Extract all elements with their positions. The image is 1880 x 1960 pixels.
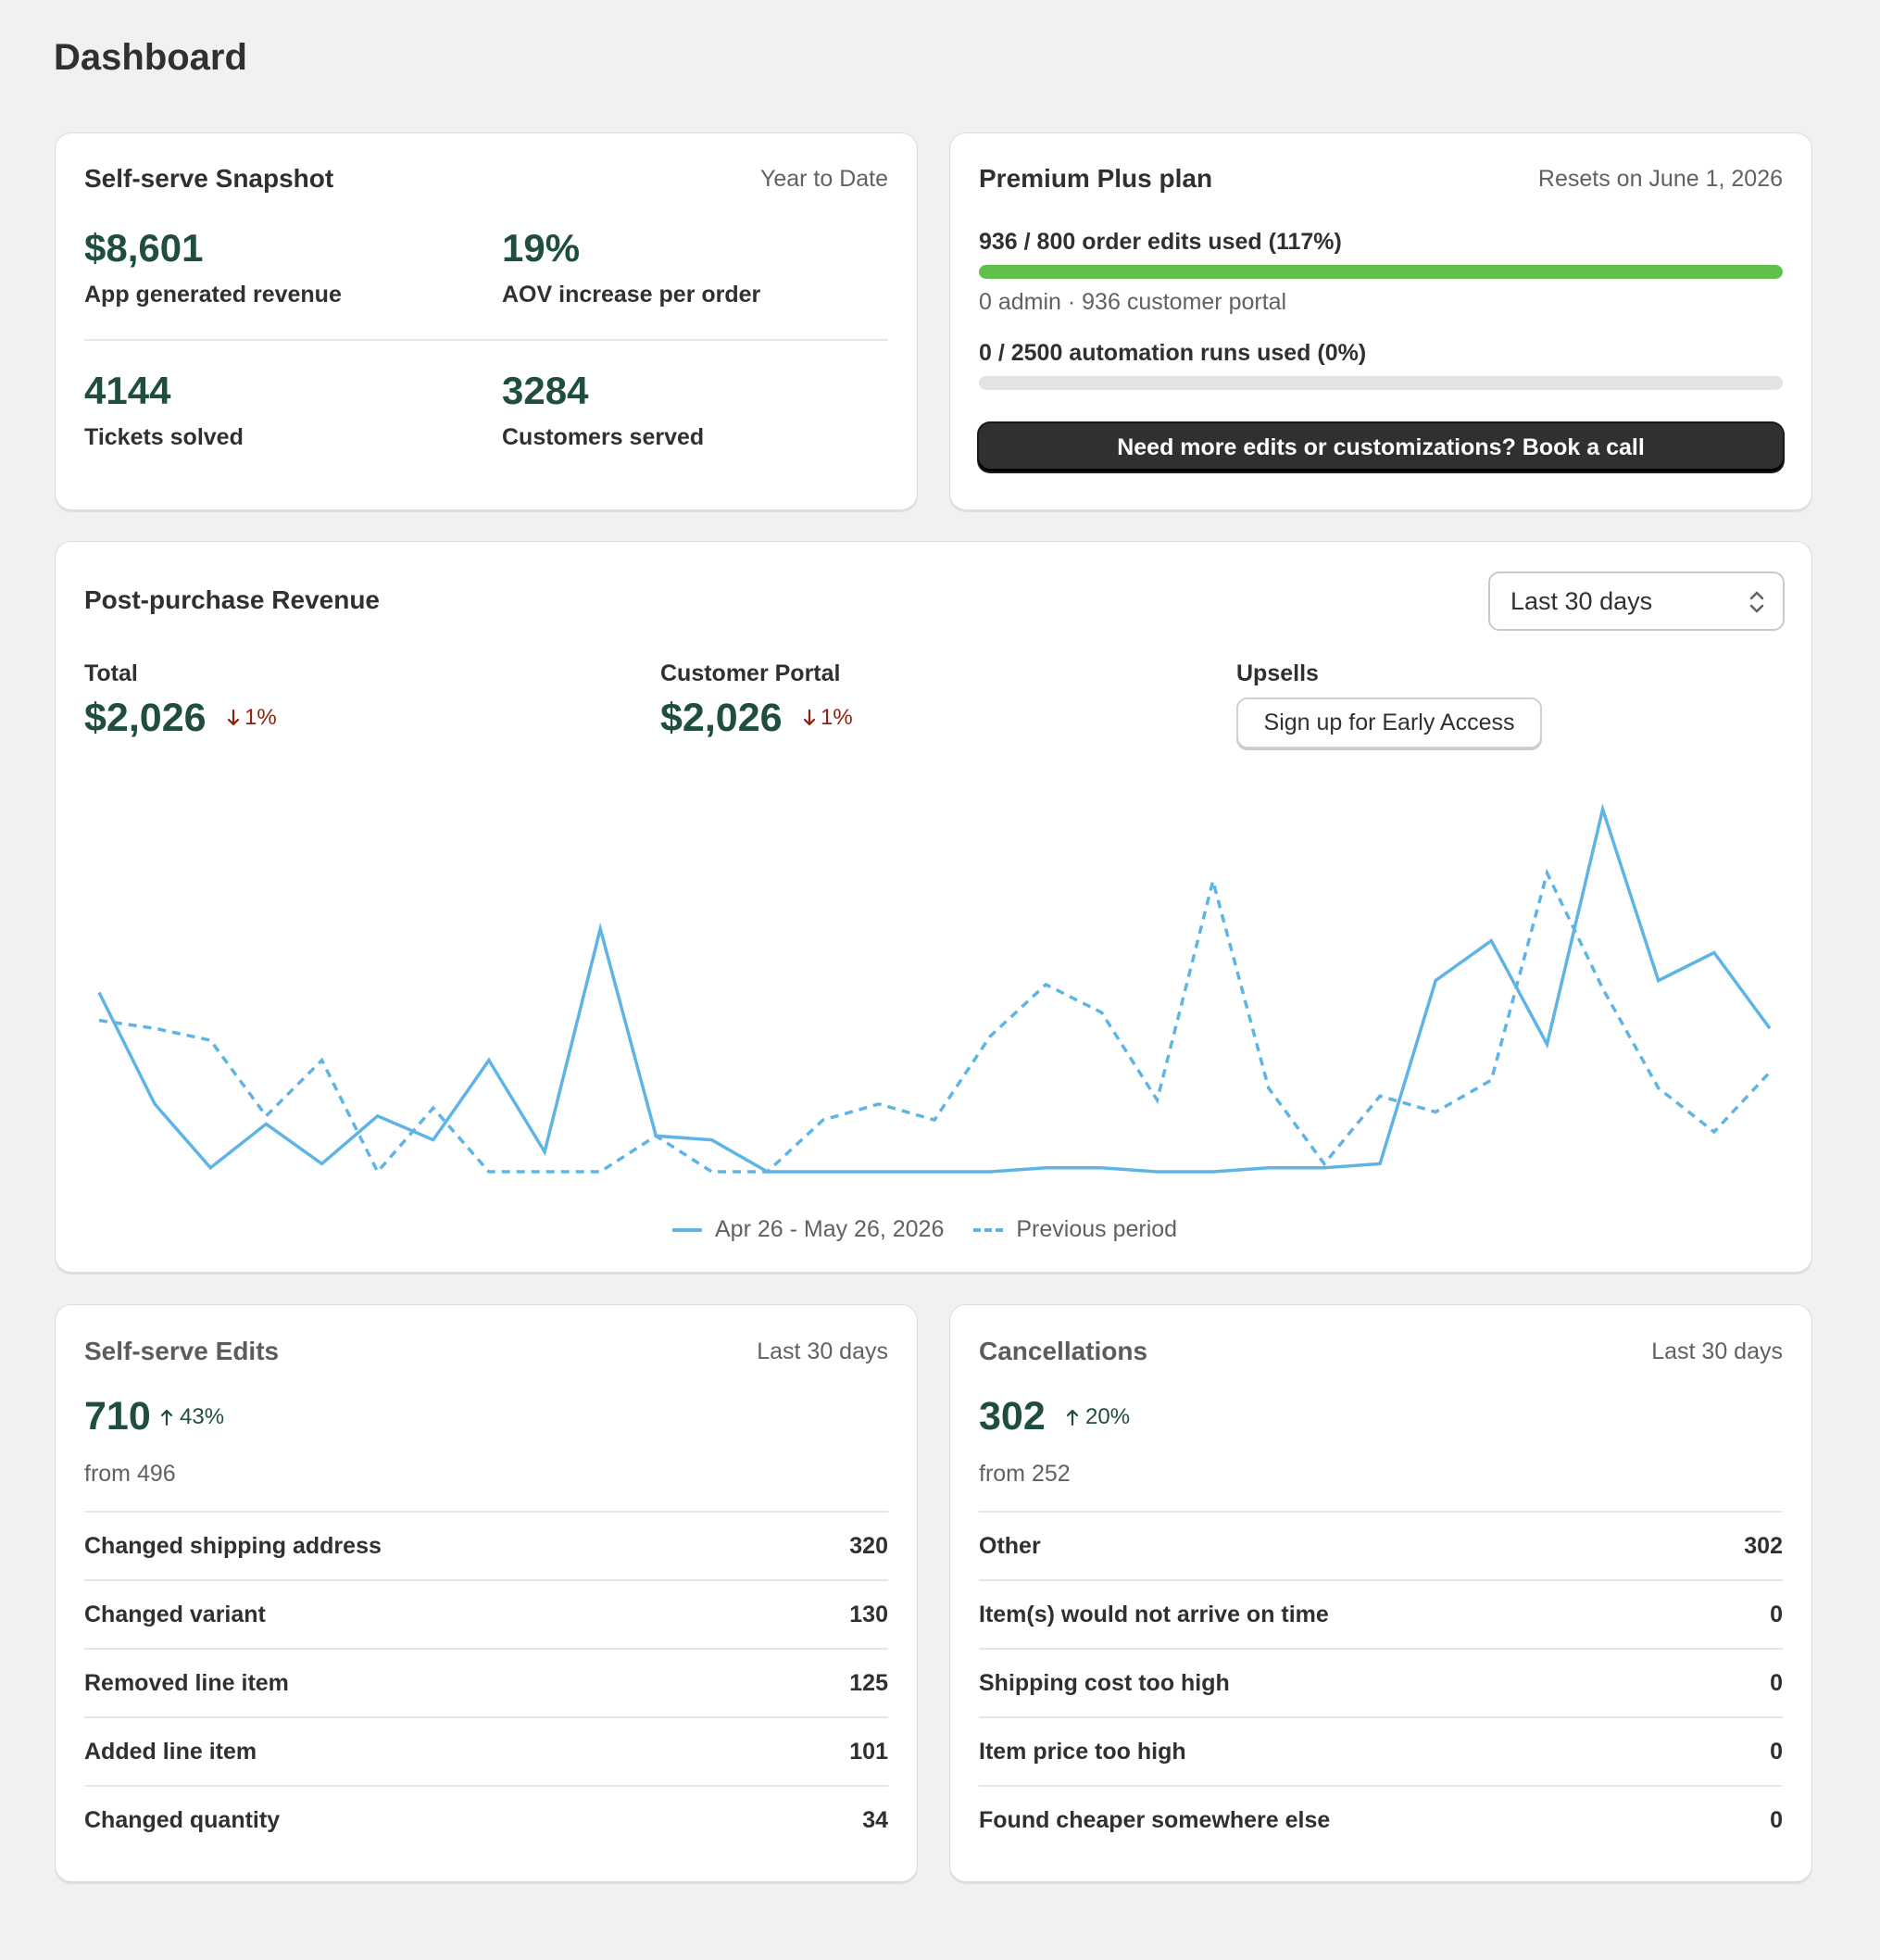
portal-value: $2,026 xyxy=(660,696,783,740)
early-access-button[interactable]: Sign up for Early Access xyxy=(1236,697,1542,748)
edits-delta-value: 43% xyxy=(180,1404,225,1429)
cancellations-delta-value: 20% xyxy=(1085,1404,1131,1429)
date-range-select[interactable]: Last 30 days xyxy=(1488,572,1785,631)
chevron-up-down-icon xyxy=(1749,591,1764,613)
total-delta: 1% xyxy=(226,705,277,731)
portal-label: Customer Portal xyxy=(660,660,841,686)
edits-period: Last 30 days xyxy=(757,1338,888,1364)
cancellations-row-label: Shipping cost too high xyxy=(979,1669,1230,1696)
portal-delta: 1% xyxy=(802,705,853,731)
divider xyxy=(84,339,888,341)
cancellations-row-value: 302 xyxy=(1744,1532,1783,1559)
total-delta-value: 1% xyxy=(244,705,277,730)
edits-row: Changed shipping address 320 xyxy=(84,1511,888,1579)
edits-row: Changed variant 130 xyxy=(84,1579,888,1648)
portal-delta-value: 1% xyxy=(821,705,853,730)
current-period-line xyxy=(97,803,1772,1174)
total-value: $2,026 xyxy=(84,696,207,740)
arrow-down-icon xyxy=(227,709,240,726)
edits-row-label: Changed quantity xyxy=(84,1806,281,1833)
edits-row: Changed quantity 34 xyxy=(84,1785,888,1853)
aov-increase-value: 19% xyxy=(502,226,581,270)
edits-row-value: 125 xyxy=(849,1669,888,1696)
app-revenue-value: $8,601 xyxy=(84,226,204,270)
arrow-down-icon xyxy=(803,709,816,726)
legend-dashed-swatch xyxy=(973,1227,1004,1232)
customers-served-label: Customers served xyxy=(502,424,705,450)
plan-card: Premium Plus plan Resets on June 1, 2026… xyxy=(949,132,1812,510)
snapshot-title: Self-serve Snapshot xyxy=(84,164,334,193)
automation-runs-usage: 0 / 2500 automation runs used (0%) xyxy=(979,340,1367,366)
upsells-label: Upsells xyxy=(1236,660,1319,686)
cancellations-row: Found cheaper somewhere else 0 xyxy=(979,1785,1783,1853)
order-edits-progress-fill xyxy=(979,265,1783,279)
customers-served-value: 3284 xyxy=(502,369,589,412)
automation-runs-progress-bar xyxy=(979,376,1783,390)
cancellations-from: from 252 xyxy=(979,1461,1071,1487)
tickets-solved-value: 4144 xyxy=(84,369,171,412)
edits-row-label: Changed variant xyxy=(84,1601,266,1627)
total-label: Total xyxy=(84,660,138,686)
legend-solid-swatch xyxy=(672,1227,702,1232)
previous-period-line xyxy=(98,868,1772,1175)
cancellations-row-value: 0 xyxy=(1770,1738,1783,1765)
book-call-button[interactable]: Need more edits or customizations? Book … xyxy=(979,423,1783,471)
edits-from: from 496 xyxy=(84,1461,176,1487)
cancellations-row: Item price too high 0 xyxy=(979,1716,1783,1785)
cancellations-row-value: 0 xyxy=(1770,1669,1783,1696)
cancellations-row: Item(s) would not arrive on time 0 xyxy=(979,1579,1783,1648)
snapshot-card: Self-serve Snapshot Year to Date $8,601 … xyxy=(55,132,918,510)
cancellations-row: Other 302 xyxy=(979,1511,1783,1579)
cancellations-row-value: 0 xyxy=(1770,1601,1783,1627)
aov-increase-label: AOV increase per order xyxy=(502,282,761,308)
cancellations-row-value: 0 xyxy=(1770,1806,1783,1833)
edits-row-value: 34 xyxy=(862,1806,888,1833)
edits-card: Self-serve Edits Last 30 days 710 43% fr… xyxy=(55,1304,918,1882)
edits-row: Added line item 101 xyxy=(84,1716,888,1785)
edits-delta: 43% xyxy=(159,1404,224,1430)
edits-row-value: 320 xyxy=(849,1532,888,1559)
cancellations-total-value: 302 xyxy=(979,1394,1046,1439)
cancellations-period: Last 30 days xyxy=(1651,1338,1783,1364)
tickets-solved-label: Tickets solved xyxy=(84,424,244,450)
edits-row: Removed line item 125 xyxy=(84,1648,888,1716)
legend-current-label: Apr 26 - May 26, 2026 xyxy=(715,1216,945,1242)
order-edits-usage: 936 / 800 order edits used (117%) xyxy=(979,229,1342,255)
edits-row-label: Changed shipping address xyxy=(84,1532,382,1559)
edits-row-value: 130 xyxy=(849,1601,888,1627)
cancellations-row: Shipping cost too high 0 xyxy=(979,1648,1783,1716)
edits-row-label: Removed line item xyxy=(84,1669,289,1696)
legend-previous-label: Previous period xyxy=(1016,1216,1178,1242)
edits-total-value: 710 xyxy=(84,1394,151,1439)
cancellations-row-label: Found cheaper somewhere else xyxy=(979,1806,1331,1833)
revenue-title: Post-purchase Revenue xyxy=(84,585,380,614)
snapshot-period: Year to Date xyxy=(759,166,888,192)
plan-title: Premium Plus plan xyxy=(979,164,1213,193)
edits-row-value: 101 xyxy=(849,1738,888,1765)
date-range-value: Last 30 days xyxy=(1510,586,1653,615)
edits-row-label: Added line item xyxy=(84,1738,257,1765)
cancellations-delta: 20% xyxy=(1065,1404,1130,1430)
chart-legend: Apr 26 - May 26, 2026 Previous period xyxy=(672,1216,1177,1243)
cancellations-title: Cancellations xyxy=(979,1337,1148,1365)
revenue-card: Post-purchase Revenue Last 30 days Total… xyxy=(55,541,1812,1273)
arrow-up-icon xyxy=(160,1409,173,1426)
order-edits-breakdown: 0 admin · 936 customer portal xyxy=(979,289,1287,315)
page-title: Dashboard xyxy=(54,37,247,78)
plan-resets: Resets on June 1, 2026 xyxy=(1537,166,1783,192)
app-revenue-label: App generated revenue xyxy=(84,282,342,308)
edits-title: Self-serve Edits xyxy=(84,1337,280,1365)
arrow-up-icon xyxy=(1066,1409,1079,1426)
cancellations-card: Cancellations Last 30 days 302 20% from … xyxy=(949,1304,1812,1882)
cancellations-row-label: Item(s) would not arrive on time xyxy=(979,1601,1329,1627)
cancellations-row-label: Other xyxy=(979,1532,1041,1559)
revenue-line-chart xyxy=(97,803,1772,1175)
cancellations-row-label: Item price too high xyxy=(979,1738,1186,1765)
order-edits-progress-bar xyxy=(979,265,1783,279)
